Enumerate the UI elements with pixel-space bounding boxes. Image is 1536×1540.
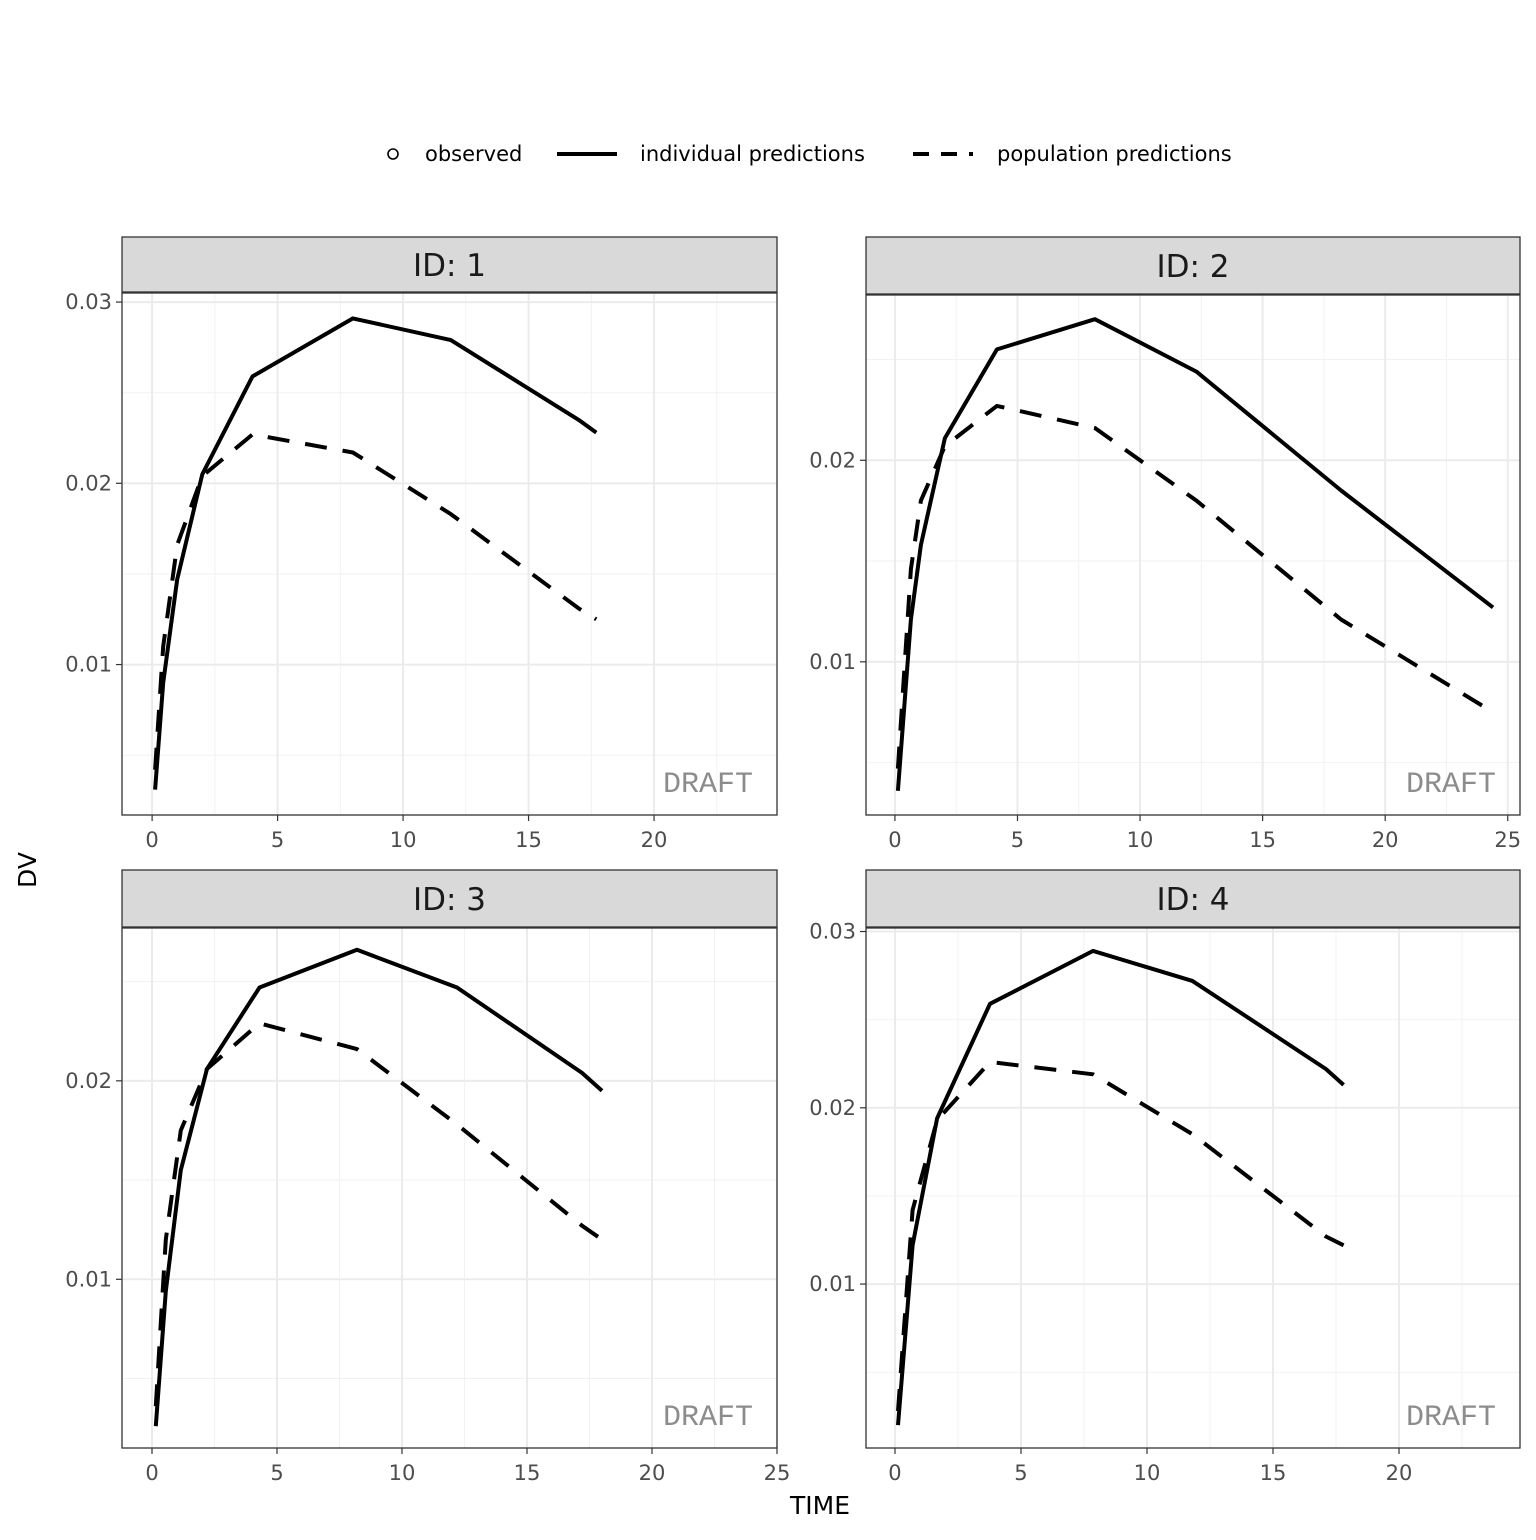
- legend: observed individual predictions populati…: [387, 142, 1232, 166]
- facet-strip: [121, 236, 778, 293]
- plot-background: [866, 928, 1520, 1448]
- y-tick-label: 0.03: [809, 920, 856, 944]
- x-tick-label: 5: [1011, 828, 1024, 852]
- population-prediction-line: [895, 403, 1495, 769]
- population-prediction-line: [153, 432, 598, 770]
- x-tick-label: 10: [1134, 1461, 1161, 1485]
- plot-background: [122, 293, 777, 815]
- x-tick-label: 20: [1386, 1461, 1413, 1485]
- panel-border: [865, 294, 1521, 816]
- panel-border: [121, 292, 778, 816]
- individual-prediction-line: [153, 947, 604, 1427]
- x-tick-label: 10: [390, 828, 417, 852]
- x-tick-label: 0: [145, 1461, 158, 1485]
- x-tick-label: 20: [639, 1461, 666, 1485]
- x-tick-label: 0: [145, 828, 158, 852]
- panel-border: [865, 927, 1521, 1449]
- facet-strip: [865, 236, 1521, 295]
- x-axis-label: TIME: [789, 1491, 850, 1520]
- x-tick-label: 15: [1249, 828, 1276, 852]
- x-tick-label: 10: [1127, 828, 1154, 852]
- draft-watermark: DRAFT: [1406, 1401, 1496, 1435]
- x-tick-label: 15: [1260, 1461, 1287, 1485]
- panel-2: 0 5 10 15 20 25 0.01 0.02 DRAFT ID: 2: [809, 236, 1521, 852]
- facet-strip: [121, 869, 778, 928]
- legend-observed-symbol: [387, 148, 399, 160]
- y-tick-label: 0.01: [65, 1267, 112, 1291]
- x-tick-label: 20: [641, 828, 668, 852]
- panel-4: 0 5 10 15 20 0.01 0.02 0.03 DRAFT ID: 4: [809, 869, 1521, 1485]
- y-tick-label: 0.02: [65, 1069, 112, 1093]
- facet-strip-label: ID: 3: [413, 882, 486, 918]
- facet-strip-label: ID: 2: [1156, 249, 1229, 285]
- x-tick-label: 0: [888, 1461, 901, 1485]
- population-prediction-line: [153, 1021, 604, 1407]
- legend-observed-label: observed: [425, 142, 522, 166]
- x-tick-label: 0: [888, 828, 901, 852]
- draft-watermark: DRAFT: [663, 768, 753, 802]
- x-tick-label: 5: [1014, 1461, 1027, 1485]
- legend-ipred-label: individual predictions: [640, 142, 865, 166]
- individual-prediction-line: [153, 316, 598, 790]
- x-tick-label: 10: [389, 1461, 416, 1485]
- panel-3: 0 5 10 15 20 25 0.01 0.02 DRAFT ID: 3: [65, 869, 791, 1485]
- x-tick-label: 25: [1494, 828, 1521, 852]
- y-tick-label: 0.02: [809, 448, 856, 472]
- population-prediction-line: [896, 1060, 1345, 1412]
- x-tick-label: 25: [764, 1461, 791, 1485]
- y-axis-label: DV: [13, 852, 42, 888]
- draft-watermark: DRAFT: [1406, 768, 1496, 802]
- plot-background: [122, 928, 777, 1448]
- x-tick-label: 5: [270, 1461, 283, 1485]
- y-tick-label: 0.01: [809, 650, 856, 674]
- x-tick-label: 15: [515, 828, 542, 852]
- individual-prediction-line: [895, 317, 1495, 791]
- y-tick-label: 0.02: [65, 471, 112, 495]
- individual-prediction-line: [896, 948, 1345, 1426]
- x-tick-label: 20: [1372, 828, 1399, 852]
- y-tick-label: 0.01: [65, 653, 112, 677]
- x-tick-label: 15: [514, 1461, 541, 1485]
- draft-watermark: DRAFT: [663, 1401, 753, 1435]
- facet-strip-label: ID: 1: [413, 248, 486, 284]
- facet-strip-label: ID: 4: [1156, 882, 1229, 918]
- y-tick-label: 0.01: [809, 1272, 856, 1296]
- y-tick-label: 0.03: [65, 290, 112, 314]
- panel-border: [121, 927, 778, 1449]
- plot-background: [866, 295, 1520, 815]
- facet-strip: [865, 869, 1521, 928]
- x-tick-label: 5: [271, 828, 284, 852]
- y-tick-label: 0.02: [809, 1096, 856, 1120]
- legend-pred-label: population predictions: [997, 142, 1232, 166]
- panel-1: 0 5 10 15 20 0.01 0.02 0.03 DRAFT ID: 1: [65, 236, 778, 852]
